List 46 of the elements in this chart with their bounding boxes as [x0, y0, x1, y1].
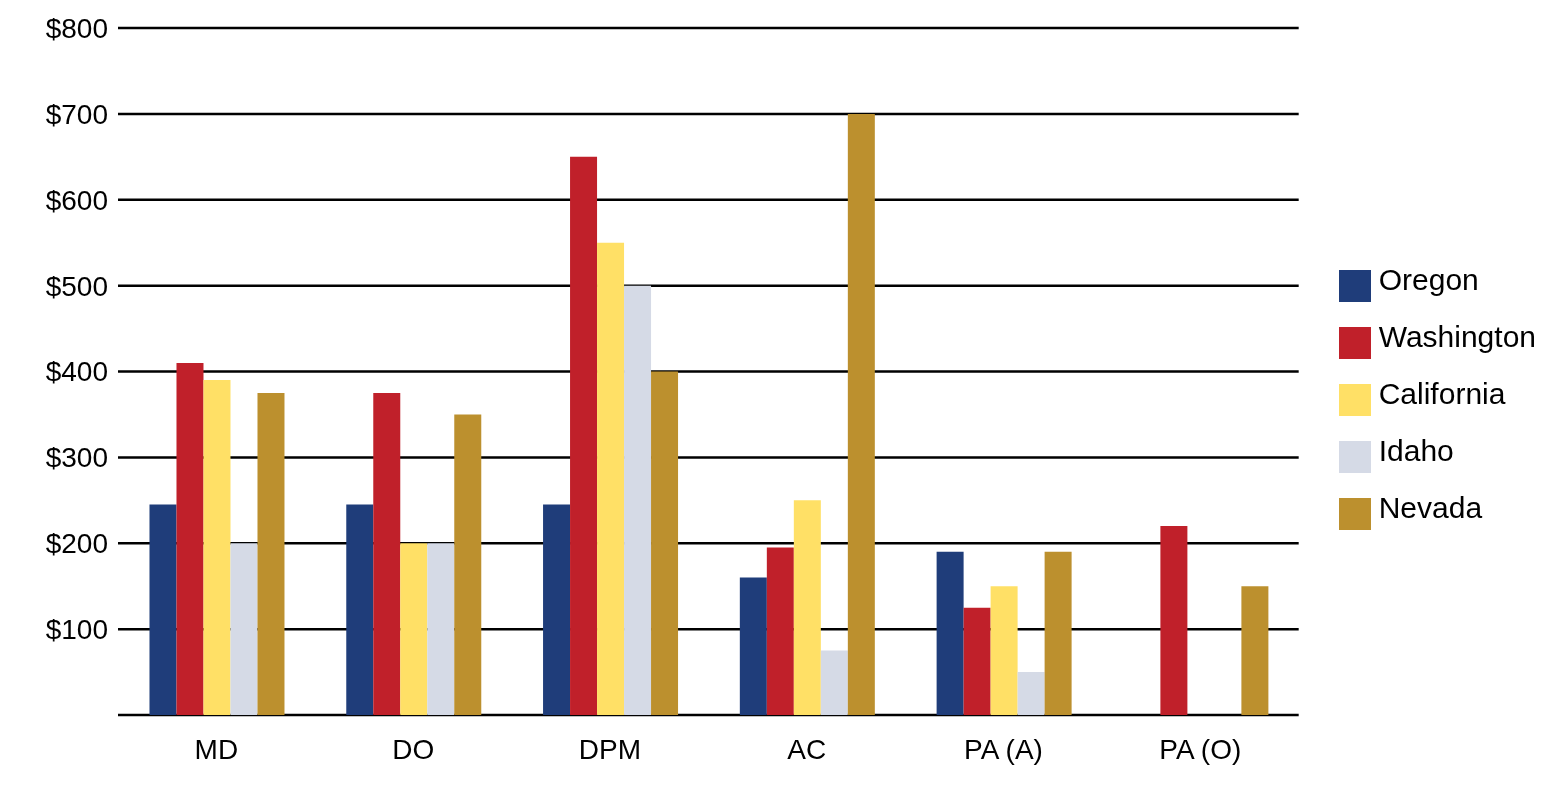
bar: [176, 362, 204, 715]
bar: [346, 504, 374, 715]
bar: [257, 392, 285, 715]
x-tick-label: DPM: [578, 733, 642, 765]
bar: [651, 371, 679, 715]
legend-label: Oregon: [1378, 263, 1479, 296]
x-tick-label: MD: [194, 733, 239, 765]
bar: [230, 543, 258, 715]
bar: [427, 543, 455, 715]
bar: [203, 380, 231, 715]
x-tick-label: DO: [392, 733, 435, 765]
legend-label: California: [1378, 377, 1506, 410]
y-tick-label: $400: [45, 356, 108, 388]
bar: [739, 577, 767, 715]
bar: [1241, 586, 1269, 715]
legend-label: Washington: [1378, 320, 1536, 353]
bar: [1017, 672, 1045, 715]
bar: [820, 650, 848, 715]
y-tick-label: $600: [45, 184, 108, 216]
bar: [373, 392, 401, 715]
x-tick-label: PA (O): [1159, 733, 1242, 765]
bar: [990, 586, 1018, 715]
legend-label: Nevada: [1378, 491, 1483, 524]
y-tick-label: $500: [45, 270, 108, 302]
bar: [597, 242, 625, 715]
y-tick-label: $100: [45, 614, 108, 646]
bar: [543, 504, 571, 715]
bar: [847, 113, 875, 715]
legend-label: Idaho: [1378, 434, 1454, 467]
bar: [400, 543, 428, 715]
bar: [963, 607, 991, 715]
bar: [624, 285, 652, 715]
x-tick-label: AC: [787, 733, 827, 765]
bar: [936, 551, 964, 715]
x-tick-label: PA (A): [964, 733, 1043, 765]
bar: [1044, 551, 1072, 715]
y-tick-label: $700: [45, 98, 108, 130]
bar: [793, 500, 821, 715]
bar: [149, 504, 177, 715]
y-tick-label: $200: [45, 528, 108, 560]
y-tick-label: $800: [45, 12, 108, 44]
bar: [1160, 526, 1188, 715]
bar: [570, 156, 598, 715]
bar: [454, 414, 482, 715]
y-tick-label: $300: [45, 442, 108, 474]
bar: [766, 547, 794, 715]
